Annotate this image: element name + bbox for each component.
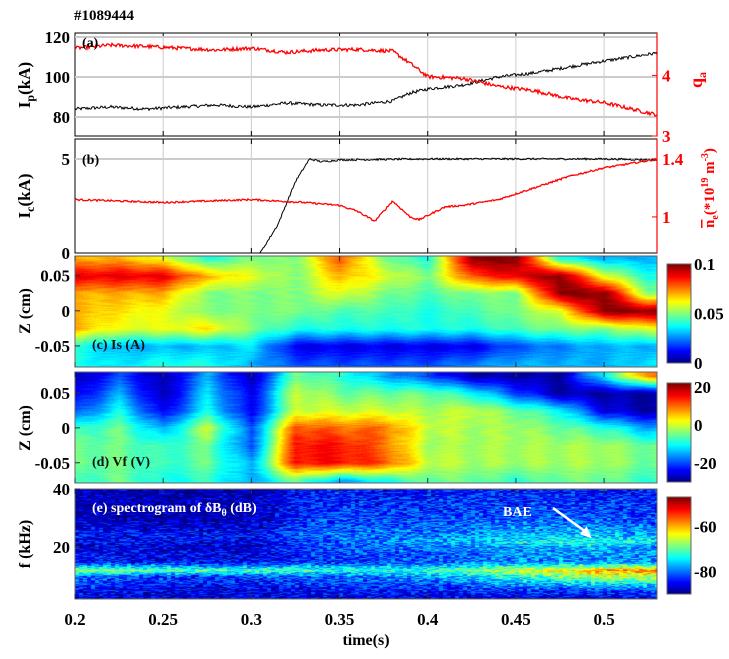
y-tick-label-right: 4 — [662, 66, 671, 85]
colorbar-c — [667, 264, 691, 363]
y-tick-label: 0 — [62, 419, 71, 438]
y-tick-label-right: 1 — [662, 208, 671, 227]
panel-e-ylabel: f (kHz) — [17, 520, 34, 568]
panel-a-ylabel-right: qa — [686, 72, 709, 88]
heatmap-e — [75, 489, 657, 599]
panel-d-ylabel: Z (cm) — [17, 405, 34, 451]
x-tick-label: 0.2 — [64, 610, 85, 629]
y-tick-label: 0.05 — [40, 267, 70, 286]
panel-b-label: (b) — [82, 153, 99, 168]
x-axis-label: time(s) — [342, 632, 389, 649]
y-tick-label-right: 3 — [662, 127, 671, 146]
colorbar-tick-label: -20 — [694, 454, 717, 473]
y-tick-label: 120 — [45, 28, 71, 47]
colorbar-frame — [666, 382, 692, 483]
x-tick-label: 0.3 — [241, 610, 262, 629]
x-tick-label: 0.45 — [501, 610, 531, 629]
colorbar-frame — [666, 263, 692, 364]
y-tick-label: 0 — [62, 302, 71, 321]
y-tick-label: 20 — [53, 538, 70, 557]
panel-b-ylabel: Ic(kA) — [15, 173, 37, 218]
panel-d-label: (d) Vf (V) — [92, 455, 150, 470]
x-tick-label: 0.5 — [593, 610, 614, 629]
x-tick-label: 0.35 — [325, 610, 355, 629]
colorbar-tick-label: -60 — [694, 517, 717, 536]
heatmap-frame — [74, 488, 658, 600]
heatmap-c — [75, 256, 657, 367]
panel-b-frame — [74, 138, 658, 254]
series-line-right — [74, 42, 658, 118]
bae-annotation-label: BAE — [503, 505, 532, 520]
panel-b: 0 5 1 1.4 (b) Ic(kA) ne(*1019 m-3) — [15, 138, 721, 263]
colorbar-tick-label: -80 — [694, 562, 717, 581]
series-line-left — [74, 51, 658, 112]
panel-a-ylabel: Ip(kA) — [15, 62, 37, 108]
colorbar-tick-label: 0 — [694, 416, 703, 435]
panel-c-ylabel: Z (cm) — [17, 288, 34, 334]
colorbar-tick-label: 20 — [694, 378, 711, 397]
bae-arrow — [552, 506, 589, 535]
x-axis-ticks: 0.2 0.25 0.3 0.35 0.4 0.45 0.5 — [64, 610, 614, 629]
y-tick-label: 100 — [45, 68, 71, 87]
y-tick-label: 0 — [62, 244, 71, 263]
y-tick-label: -0.05 — [35, 337, 70, 356]
y-tick-label: 80 — [53, 108, 70, 127]
bae-arrow-head — [579, 526, 592, 539]
panel-e-label: (e) spectrogram of δBθ (dB) — [92, 501, 257, 519]
colorbar-d — [667, 383, 691, 482]
y-tick-label: 0.05 — [40, 384, 70, 403]
panel-b-ylabel-right: ne(*1019 m-3) — [700, 148, 721, 228]
series-line-right — [74, 157, 657, 222]
y-tick-label: 40 — [53, 480, 70, 499]
shot-number: #1089444 — [74, 8, 135, 24]
heatmap-frame — [74, 255, 658, 368]
y-tick-label: 5 — [62, 150, 71, 169]
panel-a: 80 100 120 3 4 (a) Ip(kA) qa — [15, 28, 709, 146]
panel-a-label: (a) — [82, 36, 99, 51]
colorbar-tick-label: 0.1 — [694, 255, 715, 274]
heatmap-frame — [74, 371, 658, 484]
heatmap-d — [75, 372, 657, 483]
panel-a-frame — [74, 32, 658, 137]
x-tick-label: 0.25 — [148, 610, 178, 629]
y-tick-label: -0.05 — [35, 454, 70, 473]
colorbar-e — [667, 497, 691, 594]
colorbar-tick-label: 0.05 — [694, 305, 724, 324]
x-tick-label: 0.4 — [417, 610, 439, 629]
colorbar-frame — [666, 496, 692, 595]
colorbar-tick-label: 0 — [694, 354, 703, 373]
series-line-left — [75, 157, 658, 254]
y-tick-label-right: 1.4 — [662, 150, 684, 169]
panel-c-label: (c) Is (A) — [92, 338, 145, 353]
